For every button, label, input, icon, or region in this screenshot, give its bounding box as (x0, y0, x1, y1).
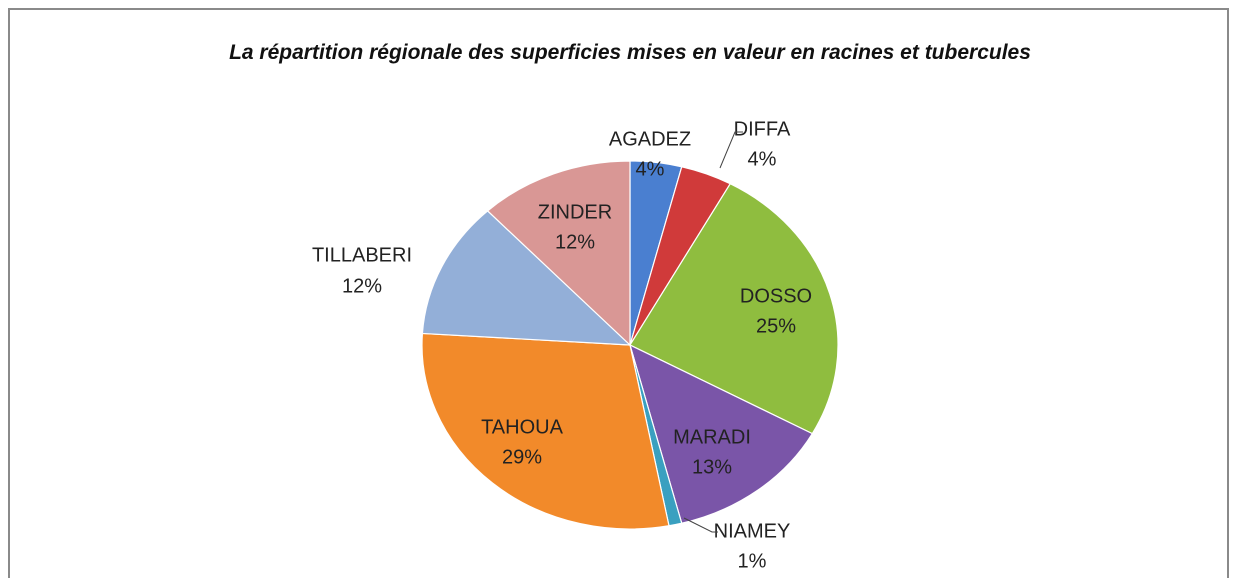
slice-value-label: 13% (692, 456, 732, 478)
slice-value-label: 12% (342, 275, 382, 297)
leader-line (719, 131, 743, 169)
slice-category-label: AGADEZ (609, 128, 691, 150)
slice-category-label: ZINDER (538, 201, 612, 223)
leader-line (683, 517, 718, 533)
pie-slice (629, 182, 839, 435)
slice-value-label: 4% (748, 148, 777, 170)
labels: AGADEZ 4% DIFFA 4% DOSSO 25% MARADI 13% NIAMEY 1%… (312, 118, 812, 572)
chart-frame (8, 8, 1229, 578)
slice-category-label: TILLABERI (312, 244, 412, 266)
slice-category-label: DIFFA (734, 118, 791, 140)
slice-value-label: 25% (756, 315, 796, 337)
slices (421, 160, 839, 530)
slice-category-label: DOSSO (740, 285, 812, 307)
slice-value-label: 29% (502, 446, 542, 468)
pie-slice (421, 210, 632, 346)
slice-category-label: MARADI (673, 426, 751, 448)
slice-value-label: 1% (738, 550, 767, 572)
slice-value-label: 4% (636, 158, 665, 180)
chart-title: La répartition régionale des superficies… (229, 41, 1031, 64)
pie-slice (486, 160, 631, 347)
slice-value-label: 12% (555, 231, 595, 253)
slice-category-label: TAHOUA (481, 416, 564, 438)
pie-slice (629, 343, 814, 524)
slice-category-label: NIAMEY (714, 520, 791, 542)
pie-slice (421, 332, 670, 530)
